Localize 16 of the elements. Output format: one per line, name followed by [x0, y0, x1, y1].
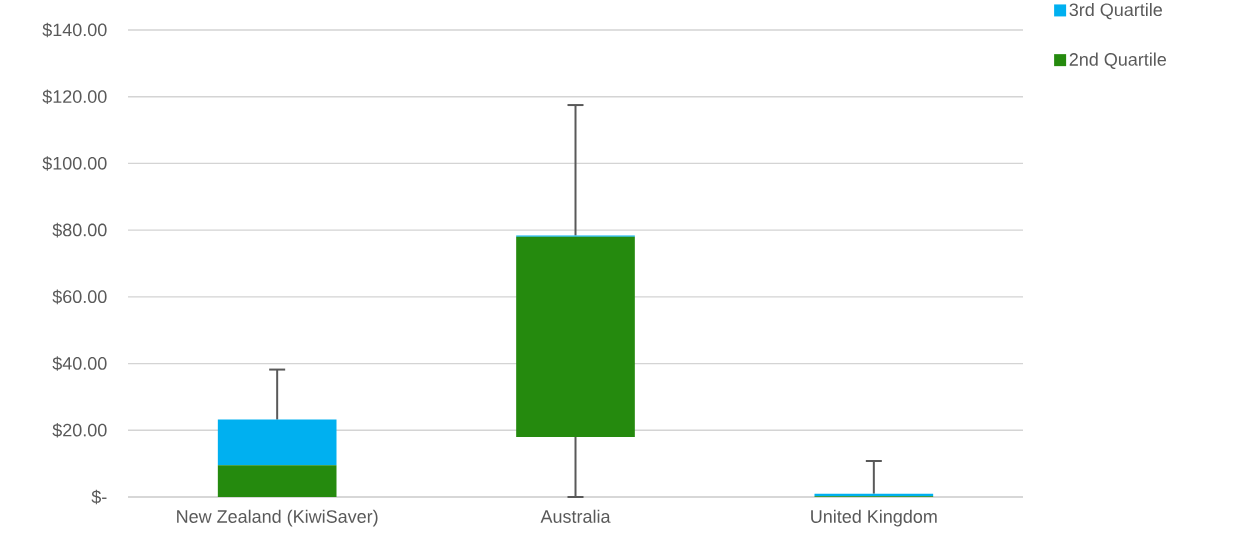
y-tick-label: $140.00 — [42, 22, 107, 38]
x-tick-label: New Zealand (KiwiSaver) — [177, 509, 378, 527]
bar — [516, 236, 635, 437]
legend-label: 2nd Quartile — [1069, 52, 1167, 70]
y-tick-label: $100.00 — [42, 156, 107, 171]
y-tick-label: $40.00 — [52, 356, 107, 371]
legend-label: 3rd Quartile — [1069, 2, 1163, 20]
bar — [217, 419, 337, 466]
y-tick-label: $60.00 — [52, 289, 107, 305]
y-tick-label: $120.00 — [42, 89, 107, 104]
bar — [217, 465, 337, 497]
y-tick-label: $20.00 — [52, 423, 107, 438]
y-tick-label: $80.00 — [52, 222, 107, 238]
y-tick-label: $- — [91, 489, 107, 505]
x-tick-label: United Kingdom — [811, 509, 937, 527]
x-tick-label: Australia — [540, 509, 611, 523]
